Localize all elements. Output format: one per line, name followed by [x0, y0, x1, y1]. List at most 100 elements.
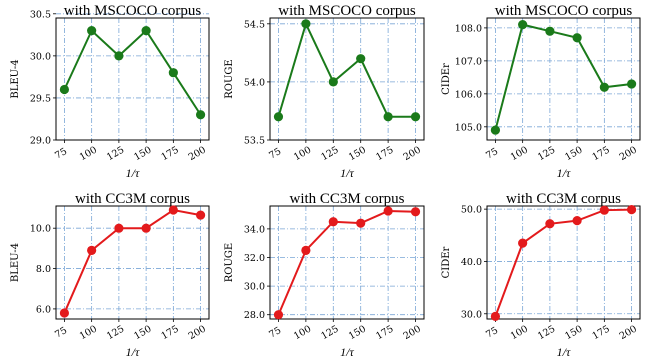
data-point [87, 245, 97, 255]
chart-title: with CC3M corpus [506, 191, 621, 207]
x-tick-label: 200 [187, 145, 208, 164]
data-point [518, 19, 528, 30]
y-tick-label: 29.0 [30, 136, 51, 147]
data-point [301, 245, 311, 255]
x-axis-label: 1/τ [557, 345, 571, 359]
y-tick-label: 29.5 [30, 93, 51, 104]
x-tick-label: 200 [402, 145, 423, 164]
chart-panel-1: 29.0 29.5 30.0 30.5 75 100 125 150 175 200 with MS… [10, 3, 210, 180]
data-point [410, 207, 421, 217]
x-tick-label: 175 [590, 324, 611, 343]
y-tick-label: 54.5 [244, 19, 265, 30]
x-tick-label: 125 [105, 145, 126, 164]
data-point [195, 110, 206, 120]
data-point [168, 68, 178, 78]
y-tick-label: 32.0 [244, 253, 265, 264]
y-axis-label: BLEU-4 [10, 59, 21, 98]
y-tick-label: 30.0 [461, 309, 482, 320]
y-tick-label: 108.0 [455, 23, 482, 34]
x-tick-label: 75 [484, 146, 500, 162]
data-point [572, 33, 582, 43]
series-line [277, 210, 416, 316]
x-tick-label: 150 [132, 324, 153, 343]
data-point [168, 205, 178, 215]
chart-title: with MSCOCO corpus [64, 3, 202, 19]
chart-panel-2: 53.5 54.0 54.5 75 100 125 150 175 200 with MSCOCO… [224, 3, 425, 180]
y-tick-label: 106.0 [455, 89, 482, 100]
x-tick-label: 150 [347, 145, 368, 164]
data-point [59, 308, 70, 318]
data-point [141, 26, 151, 36]
data-point [114, 223, 124, 233]
x-axis-label: 1/τ [126, 166, 140, 180]
y-tick-label: 10.0 [30, 224, 51, 235]
y-tick-label: 107.0 [455, 56, 482, 67]
y-tick-label: 54.0 [244, 77, 265, 88]
series-line [63, 28, 202, 116]
x-tick-label: 75 [484, 325, 500, 341]
data-point [490, 125, 501, 135]
data-point [87, 26, 97, 36]
x-tick-label: 200 [618, 145, 639, 164]
data-point [383, 112, 393, 122]
y-tick-label: 30.0 [244, 282, 265, 293]
x-tick-label: 200 [402, 324, 423, 343]
x-tick-label: 75 [53, 146, 69, 162]
x-axis-label: 1/τ [340, 166, 354, 180]
data-point [626, 79, 637, 89]
data-point [490, 311, 501, 321]
x-tick-label: 125 [536, 145, 557, 164]
x-tick-label: 175 [374, 324, 395, 343]
chart-panel-6: 30.0 40.0 50.0 75 100 125 150 175 200 with CC3M c… [441, 191, 641, 359]
series-line [494, 208, 632, 317]
data-point [273, 310, 284, 320]
x-axis-label: 1/τ [340, 345, 354, 359]
y-tick-label: 6.0 [36, 304, 51, 315]
x-tick-label: 100 [509, 324, 530, 343]
data-point [195, 210, 206, 220]
y-tick-label: 105.0 [455, 122, 482, 133]
y-tick-label: 50.0 [461, 205, 482, 216]
data-point [328, 217, 338, 227]
x-tick-label: 175 [159, 145, 180, 164]
x-tick-label: 200 [618, 324, 639, 343]
y-tick-label: 8.0 [36, 264, 51, 275]
y-tick-label: 28.0 [244, 310, 265, 321]
y-tick-label: 30.5 [30, 9, 51, 20]
y-axis-label: ROUGE [224, 243, 235, 282]
x-tick-label: 100 [292, 324, 313, 343]
x-tick-label: 150 [132, 145, 153, 164]
y-axis-label: CIDEr [441, 246, 452, 278]
data-point [114, 51, 124, 61]
x-tick-label: 150 [347, 324, 368, 343]
x-tick-label: 75 [53, 325, 69, 341]
data-point [356, 218, 366, 228]
data-point [410, 112, 421, 122]
series-line [63, 208, 201, 314]
x-tick-label: 200 [187, 324, 208, 343]
series-line [277, 21, 416, 118]
plot-frame [486, 205, 641, 320]
data-point [545, 26, 555, 36]
y-tick-label: 53.5 [244, 136, 265, 147]
x-tick-label: 150 [563, 324, 584, 343]
x-tick-label: 100 [78, 145, 99, 164]
plot-frame [55, 205, 210, 320]
y-axis-label: ROUGE [224, 59, 235, 98]
y-tick-label: 40.0 [461, 257, 482, 268]
data-point [328, 77, 338, 87]
plot-frame [269, 17, 425, 141]
chart-panel-3: 105.0 106.0 107.0 108.0 75 100 125 150 175 200 wit… [441, 3, 641, 180]
data-point [59, 84, 70, 95]
data-point [301, 19, 311, 29]
data-point [572, 216, 582, 226]
x-tick-label: 125 [319, 145, 340, 164]
x-tick-label: 100 [292, 145, 313, 164]
data-point [626, 205, 637, 215]
x-tick-label: 125 [536, 324, 557, 343]
data-point [273, 112, 284, 122]
x-tick-label: 125 [105, 324, 126, 343]
data-point [599, 82, 609, 92]
chart-panel-4: 6.0 8.0 10.0 75 100 125 150 175 200 with CC3M cor… [10, 191, 210, 359]
